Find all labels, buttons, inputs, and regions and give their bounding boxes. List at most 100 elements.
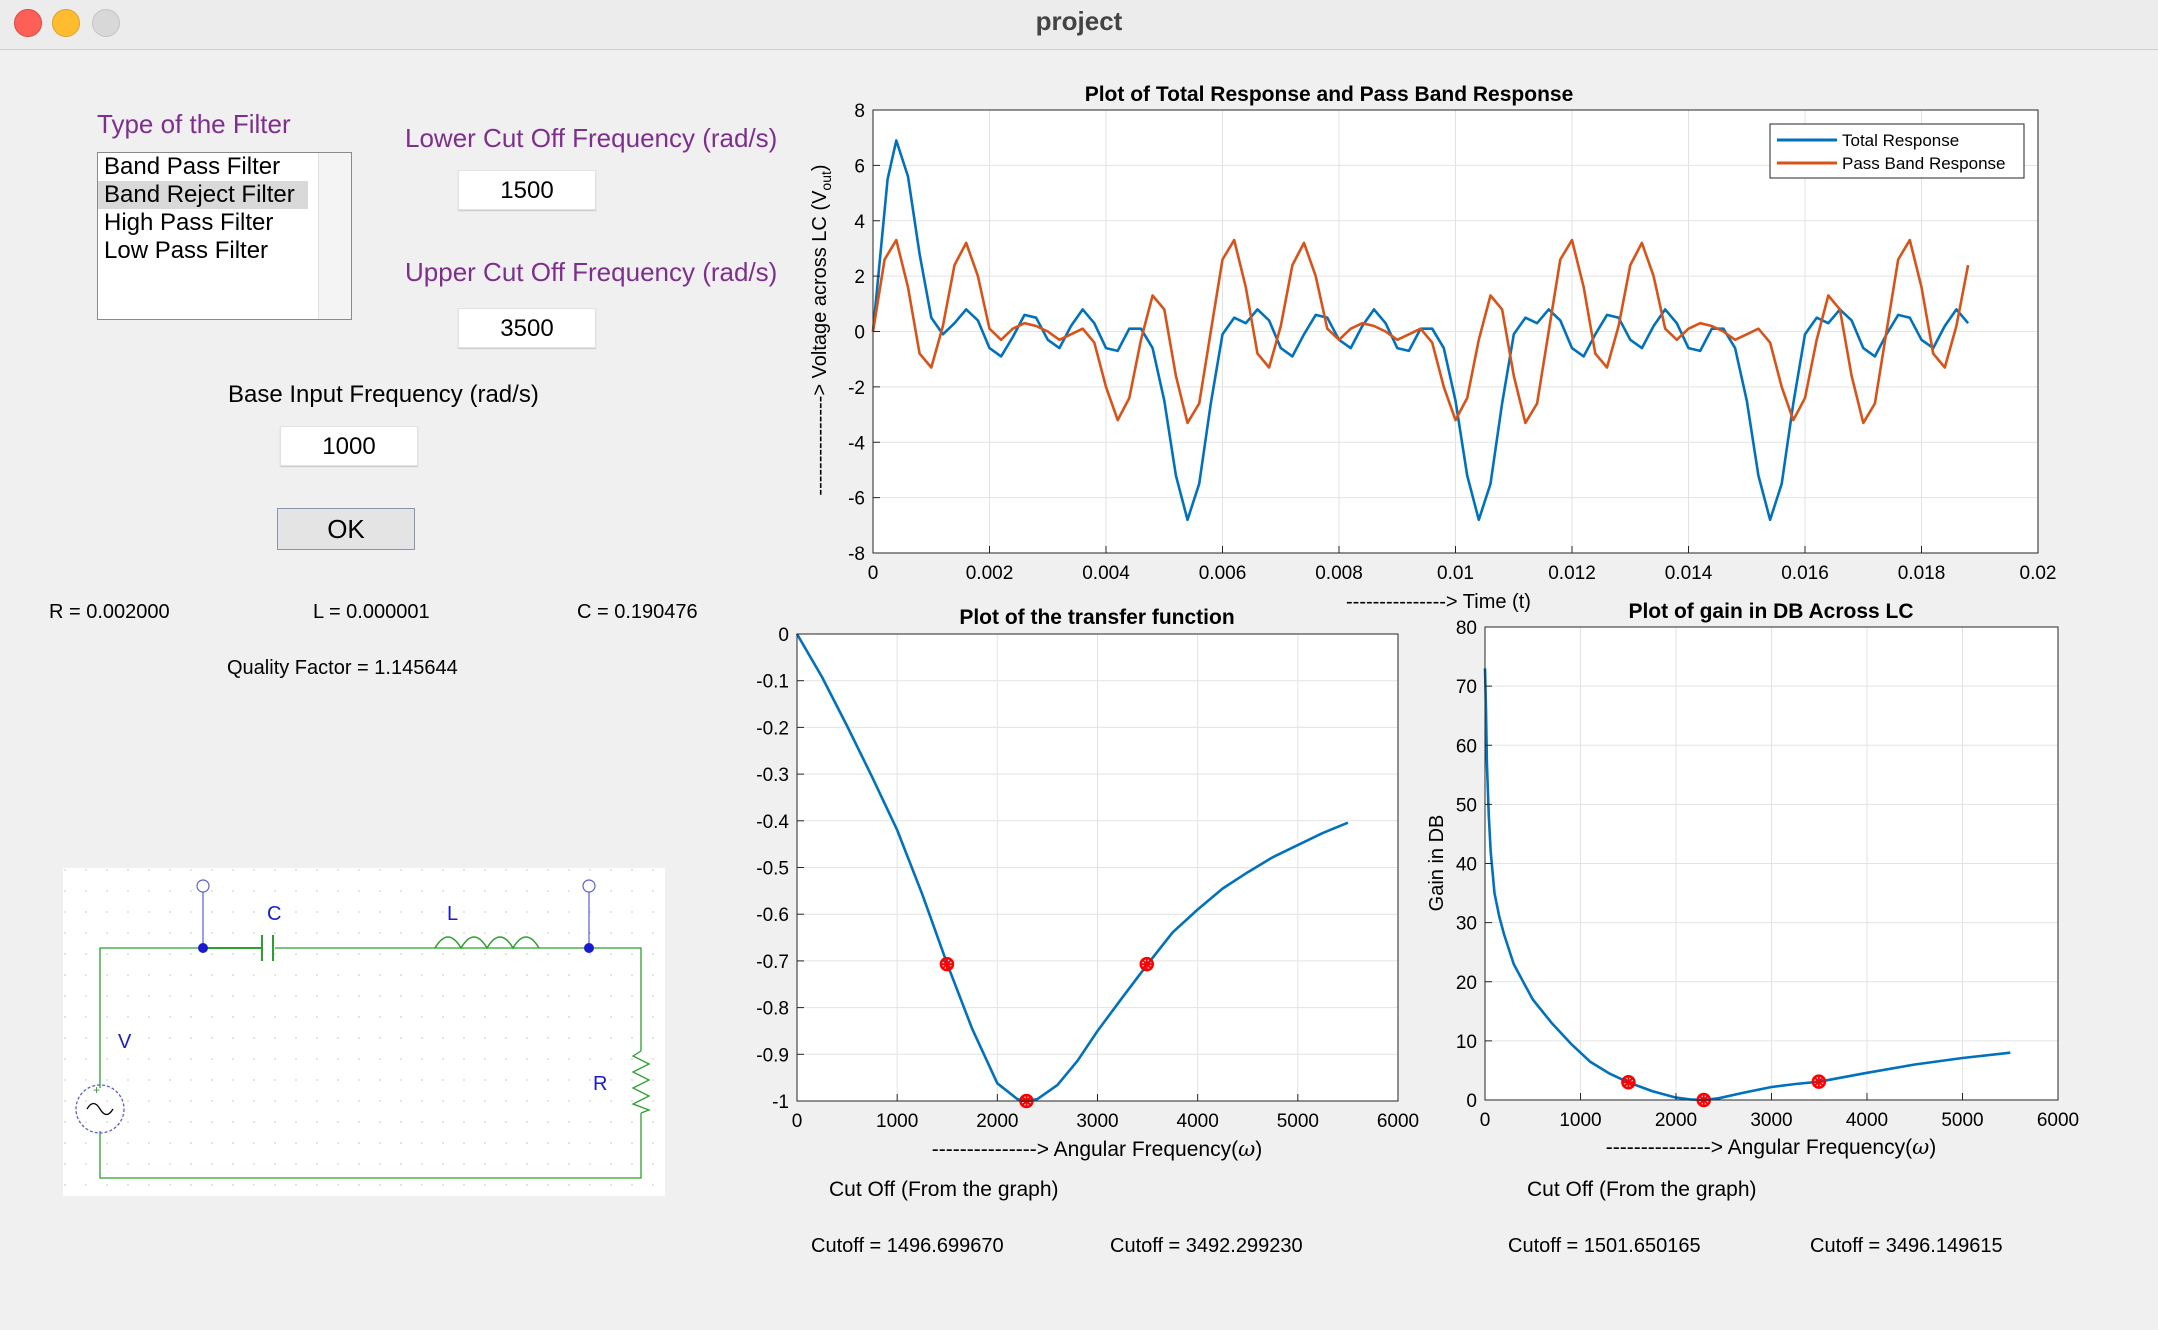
capacitor-label: C bbox=[267, 903, 281, 925]
filter-option-band-pass[interactable]: Band Pass Filter bbox=[104, 153, 281, 180]
y-tick-label: -0.6 bbox=[756, 905, 789, 926]
series-line-2 bbox=[871, 238, 1970, 425]
y-tick-label: 2 bbox=[854, 267, 865, 288]
circuit-wires bbox=[99, 947, 642, 1179]
x-tick-label: 0.002 bbox=[966, 563, 1014, 584]
quality-factor-value: Quality Factor = 1.145644 bbox=[227, 657, 458, 679]
circuit-diagram: + C L V R bbox=[63, 868, 665, 1196]
filter-option-high-pass[interactable]: High Pass Filter bbox=[104, 209, 274, 236]
transfer-cutoff-2: Cutoff = 3492.299230 bbox=[1110, 1235, 1303, 1257]
x-tick-label: 0.012 bbox=[1548, 563, 1596, 584]
series-line-1 bbox=[795, 633, 1349, 1103]
x-tick-label: 0.018 bbox=[1898, 563, 1946, 584]
y-tick-label: 30 bbox=[1456, 914, 1477, 935]
y-tick-label: -2 bbox=[848, 378, 865, 399]
ok-button[interactable]: OK bbox=[277, 508, 415, 550]
gain-cutoff-heading: Cut Off (From the graph) bbox=[1527, 1178, 1757, 1201]
y-tick-label: -0.5 bbox=[756, 859, 789, 880]
filter-type-listbox[interactable]: Band Pass Filter Band Reject Filter High… bbox=[97, 152, 352, 320]
inductance-value: L = 0.000001 bbox=[313, 601, 430, 623]
y-tick-label: 10 bbox=[1456, 1032, 1477, 1053]
resistor-symbol bbox=[631, 1050, 651, 1114]
output-terminals bbox=[196, 879, 596, 953]
transfer-cutoff-1: Cutoff = 1496.699670 bbox=[811, 1235, 1004, 1257]
filter-type-label: Type of the Filter bbox=[97, 109, 291, 139]
cutoff-marker bbox=[1621, 1075, 1636, 1090]
lower-cutoff-input[interactable]: 1500 bbox=[458, 170, 596, 210]
upper-cutoff-input[interactable]: 3500 bbox=[458, 308, 596, 348]
y-tick-label: -8 bbox=[848, 544, 865, 565]
window-titlebar: project bbox=[0, 0, 2158, 50]
x-tick-label: 4000 bbox=[1846, 1110, 1888, 1131]
x-tick-label: 0 bbox=[792, 1111, 803, 1132]
x-tick-label: 3000 bbox=[1076, 1111, 1118, 1132]
capacitor-symbol bbox=[203, 935, 274, 961]
y-tick-label: -4 bbox=[848, 433, 865, 454]
base-frequency-label: Base Input Frequency (rad/s) bbox=[228, 381, 539, 408]
voltage-source-symbol: + bbox=[75, 1083, 125, 1134]
chart-title: Plot of the transfer function bbox=[959, 606, 1234, 629]
y-tick-label: 40 bbox=[1456, 855, 1477, 876]
resistor-label: R bbox=[593, 1073, 607, 1095]
x-tick-label: 5000 bbox=[1941, 1110, 1983, 1131]
x-tick-label: 1000 bbox=[876, 1111, 918, 1132]
chart-title: Plot of Total Response and Pass Band Res… bbox=[1085, 83, 1574, 106]
filter-option-low-pass[interactable]: Low Pass Filter bbox=[104, 237, 269, 264]
cutoff-marker bbox=[1811, 1074, 1827, 1089]
x-tick-label: 0.014 bbox=[1665, 563, 1713, 584]
x-axis-label: ---------------> Angular Frequency(ω) bbox=[932, 1137, 1262, 1161]
zoom-window-button[interactable] bbox=[92, 9, 120, 37]
transfer-function-chart[interactable]: Plot of the transfer function 0 1000 2000 3… bbox=[756, 606, 1419, 1161]
x-tick-label: 0.016 bbox=[1781, 563, 1829, 584]
y-tick-label: 4 bbox=[854, 212, 865, 233]
y-tick-label: 50 bbox=[1456, 795, 1477, 816]
x-tick-label: 6000 bbox=[2037, 1110, 2079, 1131]
x-axis-label: ---------------> Angular Frequency(ω) bbox=[1606, 1135, 1936, 1159]
y-tick-label: -6 bbox=[848, 489, 865, 510]
transfer-cutoff-heading: Cut Off (From the graph) bbox=[829, 1178, 1059, 1201]
legend-total-response: Total Response bbox=[1842, 131, 1959, 150]
circuit-schematic: + C L V R bbox=[63, 868, 665, 1196]
y-tick-label: 80 bbox=[1456, 618, 1477, 639]
x-tick-label: 1000 bbox=[1559, 1110, 1601, 1131]
cutoff-marker bbox=[939, 956, 955, 972]
cutoff-marker bbox=[1139, 956, 1155, 972]
y-tick-label: 0 bbox=[1466, 1091, 1477, 1112]
y-tick-label: 8 bbox=[854, 101, 865, 122]
close-window-button[interactable] bbox=[14, 9, 42, 37]
gain-cutoff-2: Cutoff = 3496.149615 bbox=[1810, 1235, 2003, 1257]
gain-cutoff-1: Cutoff = 1501.650165 bbox=[1508, 1235, 1701, 1257]
capacitance-value: C = 0.190476 bbox=[577, 601, 698, 623]
y-tick-label: 0 bbox=[854, 323, 865, 344]
x-tick-label: 0 bbox=[868, 563, 879, 584]
x-tick-label: 2000 bbox=[976, 1111, 1018, 1132]
y-tick-label: 0 bbox=[778, 625, 789, 646]
x-tick-label: 0.008 bbox=[1315, 563, 1363, 584]
lower-cutoff-label: Lower Cut Off Frequency (rad/s) bbox=[405, 123, 778, 153]
legend-pass-band-response: Pass Band Response bbox=[1842, 154, 2006, 173]
x-tick-label: 0.01 bbox=[1437, 563, 1474, 584]
window-title: project bbox=[1035, 6, 1123, 36]
y-tick-label: -0.1 bbox=[756, 672, 789, 693]
inductor-symbol bbox=[434, 936, 540, 950]
x-tick-label: 0.02 bbox=[2020, 563, 2057, 584]
x-tick-label: 2000 bbox=[1655, 1110, 1697, 1131]
minimize-window-button[interactable] bbox=[52, 9, 80, 37]
chart-legend[interactable]: Total Response Pass Band Response bbox=[1769, 123, 2025, 179]
x-tick-label: 0 bbox=[1480, 1110, 1491, 1131]
series-line-1 bbox=[1483, 668, 2011, 1102]
base-frequency-input[interactable]: 1000 bbox=[280, 426, 418, 466]
x-axis-label: ---------------> Time (t) bbox=[1346, 591, 1531, 613]
gain-db-chart[interactable]: Plot of gain in DB Across LC 0 1000 2000 30… bbox=[1426, 600, 2079, 1159]
source-label: V bbox=[118, 1031, 132, 1053]
time-response-chart[interactable]: Plot of Total Response and Pass Band Res… bbox=[809, 83, 2056, 613]
filter-option-band-reject[interactable]: Band Reject Filter bbox=[98, 181, 308, 209]
y-tick-label: -0.3 bbox=[756, 765, 789, 786]
inductor-label: L bbox=[447, 903, 458, 925]
y-tick-label: -1 bbox=[772, 1092, 789, 1113]
svg-text:+: + bbox=[93, 1083, 100, 1097]
x-tick-label: 4000 bbox=[1177, 1111, 1219, 1132]
y-axis-label: Gain in DB bbox=[1426, 815, 1448, 912]
listbox-scrollbar[interactable] bbox=[318, 153, 351, 319]
